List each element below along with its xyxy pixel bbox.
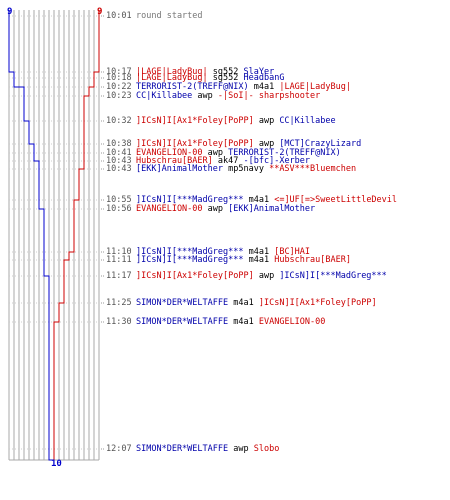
kill-log-row: 10:17 |LAGE|LadyBug| sg552 SlaYer	[106, 67, 274, 77]
killer-name: SIMON*DER*WELTAFFE	[136, 298, 229, 308]
kill-log-row: 10:22 TERRORIST-2(TREFF@NIX) m4a1 |LAGE|L…	[106, 82, 351, 92]
victim-name: ]ICsN]I[Ax1*Foley[PoPP]	[258, 298, 377, 308]
killer-name: CC|Killabee	[136, 91, 193, 101]
kill-log-row: 10:56 EVANGELION-00 awp [EKK]AnimalMother	[106, 204, 315, 214]
killer-name: Hubschrau[BAER]	[136, 156, 213, 166]
event-time: 10:56	[106, 204, 132, 214]
victim-name: TERRORIST-2(TREFF@NIX)	[228, 148, 341, 158]
event-time: 10:23	[106, 91, 132, 101]
weapon-name: m4a1	[253, 82, 275, 92]
killer-name: |LAGE|LadyBug|	[136, 67, 208, 77]
event-time: 12:07	[106, 444, 132, 454]
event-text: round started	[136, 11, 203, 21]
weapon-name: awp	[258, 139, 275, 149]
event-time: 10:01	[106, 11, 132, 21]
weapon-name: awp	[207, 148, 224, 158]
bottom-score: 10	[51, 459, 62, 469]
red-start-score: 9	[97, 7, 103, 17]
weapon-name: awp	[233, 444, 249, 454]
victim-name: <=]UF[=>SweetLittleDevil	[274, 195, 398, 205]
weapon-name: sg552	[212, 73, 239, 83]
weapon-name: ak47	[217, 156, 239, 166]
kill-log-row: 10:41 EVANGELION-00 awp TERRORIST-2(TREFF…	[106, 148, 341, 158]
kill-log-row: 10:55 ]ICsN]I[***MadGreg*** m4a1 <=]UF[=>…	[106, 195, 397, 205]
weapon-name: awp	[197, 91, 213, 101]
event-time: 10:18	[106, 73, 132, 83]
kill-log-row: 10:43 [EKK]AnimalMother mp5navy **ASV***B…	[106, 164, 356, 174]
event-time: 10:32	[106, 116, 132, 126]
victim-name: EVANGELION-00	[258, 317, 326, 327]
killer-name: EVANGELION-00	[136, 148, 203, 158]
victim-name: [BC]HAI	[274, 247, 311, 257]
victim-name: [EKK]AnimalMother	[228, 204, 316, 214]
victim-name: **ASV***Bluemchen	[269, 164, 357, 174]
kill-log-row: 11:10 ]ICsN]I[***MadGreg*** m4a1 [BC]HAI	[106, 247, 310, 257]
weapon-name: m4a1	[248, 195, 270, 205]
event-time: 11:25	[106, 298, 132, 308]
red-team-line	[53, 10, 100, 460]
victim-name: |LAGE|LadyBug|	[279, 82, 351, 92]
killer-name: TERRORIST-2(TREFF@NIX)	[136, 82, 249, 92]
event-time: 11:11	[106, 255, 132, 265]
victim-name: SlaYer	[243, 67, 275, 77]
kill-log-row: 11:25 SIMON*DER*WELTAFFE m4a1 ]ICsN]I[Ax1…	[106, 298, 377, 308]
event-time: 10:41	[106, 148, 132, 158]
weapon-name: sg552	[212, 67, 239, 77]
killer-name: SIMON*DER*WELTAFFE	[136, 317, 229, 327]
kill-log-row: 10:01 round started	[106, 11, 203, 21]
event-time: 10:43	[106, 164, 132, 174]
blue-start-score: 9	[7, 7, 13, 17]
kill-log-row: 11:30 SIMON*DER*WELTAFFE m4a1 EVANGELION-…	[106, 317, 325, 327]
weapon-name: m4a1	[233, 298, 254, 308]
kill-log-row: 10:43 Hubschrau[BAER] ak47 -[bfc]-Xerber	[106, 156, 310, 166]
victim-name: Hubschrau[BAER]	[274, 255, 351, 265]
kill-log-row: 11:11 ]ICsN]I[***MadGreg*** m4a1 Hubschra…	[106, 255, 351, 265]
victim-name: Slobo	[253, 444, 280, 454]
kill-log-row: 11:17 ]ICsN]I[Ax1*Foley[PoPP] awp ]ICsN]I…	[106, 271, 387, 281]
weapon-name: mp5navy	[228, 164, 264, 174]
victim-name: ]ICsN]I[***MadGreg***	[279, 271, 387, 281]
weapon-name: awp	[207, 204, 224, 214]
kill-log-row: 12:07 SIMON*DER*WELTAFFE awp Slobo	[106, 444, 279, 454]
event-time: 10:17	[106, 67, 132, 77]
killer-name: ]ICsN]I[***MadGreg***	[136, 195, 244, 205]
event-time: 11:17	[106, 271, 132, 281]
kill-log-row: 10:38 ]ICsN]I[Ax1*Foley[PoPP] awp [MCT]Cr…	[106, 139, 361, 149]
victim-name: CC|Killabee	[279, 116, 336, 126]
weapon-name: awp	[258, 271, 275, 281]
killer-name: [EKK]AnimalMother	[136, 164, 223, 174]
weapon-name: awp	[258, 116, 275, 126]
killer-name: ]ICsN]I[Ax1*Foley[PoPP]	[136, 116, 254, 126]
killer-name: ]ICsN]I[***MadGreg***	[136, 255, 244, 265]
kill-log-row: 10:23 CC|Killabee awp -|SoI|- sharpshoote…	[106, 91, 320, 101]
event-time: 10:38	[106, 139, 132, 149]
killer-name: ]ICsN]I[Ax1*Foley[PoPP]	[136, 271, 254, 281]
kill-log-row: 10:18 |LAGE|LadyBug| sg552 HeadbanG	[106, 73, 284, 83]
blue-team-line	[8, 10, 54, 461]
event-time: 10:22	[106, 82, 132, 92]
weapon-name: m4a1	[248, 255, 270, 265]
weapon-name: m4a1	[248, 247, 270, 257]
event-time: 11:30	[106, 317, 132, 327]
victim-name: HeadbanG	[243, 73, 285, 83]
killer-name: |LAGE|LadyBug|	[136, 73, 208, 83]
weapon-name: m4a1	[233, 317, 254, 327]
victim-name: [MCT]CrazyLizard	[279, 139, 362, 149]
event-time: 10:55	[106, 195, 132, 205]
killer-name: SIMON*DER*WELTAFFE	[136, 444, 229, 454]
killer-name: EVANGELION-00	[136, 204, 203, 214]
killer-name: ]ICsN]I[***MadGreg***	[136, 247, 244, 257]
victim-name: -|SoI|- sharpshooter	[217, 91, 321, 101]
killer-name: ]ICsN]I[Ax1*Foley[PoPP]	[136, 139, 254, 149]
kill-log-row: 10:32 ]ICsN]I[Ax1*Foley[PoPP] awp CC|Kill…	[106, 116, 336, 126]
event-time: 11:10	[106, 247, 132, 257]
victim-name: -[bfc]-Xerber	[243, 156, 311, 166]
event-time: 10:43	[106, 156, 132, 166]
